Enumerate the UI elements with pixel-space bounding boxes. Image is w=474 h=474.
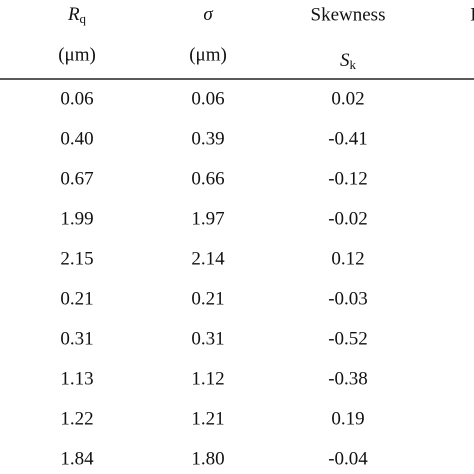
cell: 1.99: [60, 208, 93, 229]
symbol: R: [67, 4, 80, 25]
column-name: Skewness: [311, 4, 386, 25]
cell: 0.66: [191, 168, 224, 189]
cell: 0.21: [191, 288, 224, 309]
cell: -0.02: [328, 208, 368, 229]
cell: 1.97: [191, 208, 224, 229]
column-symbol: σ: [203, 4, 213, 25]
cell: 1.12: [191, 368, 224, 389]
cell: 1.21: [191, 408, 224, 429]
cell: 0.67: [60, 168, 93, 189]
cell: 0.40: [60, 128, 93, 149]
cell: 0.21: [60, 288, 93, 309]
cell: 1.13: [60, 368, 93, 389]
cell: 1.80: [191, 448, 224, 469]
cell: 0.19: [331, 408, 364, 429]
symbol: S: [340, 50, 350, 71]
cell: -0.41: [328, 128, 368, 149]
column-unit: (μm): [58, 44, 96, 65]
cell: 0.31: [191, 328, 224, 349]
cell: 0.12: [331, 248, 364, 269]
cell: 0.06: [60, 88, 93, 109]
cell: -0.12: [328, 168, 368, 189]
cell: 2.15: [60, 248, 93, 269]
subscript: k: [350, 57, 357, 72]
column-unit: (μm): [189, 44, 227, 65]
column-symbol: Rq: [67, 4, 87, 26]
cell: -0.03: [328, 288, 368, 309]
cell: 1.84: [60, 448, 94, 469]
symbol: σ: [203, 4, 213, 25]
cell: 0.06: [191, 88, 224, 109]
subscript: q: [80, 11, 87, 26]
cell: 2.14: [191, 248, 225, 269]
cell: 0.31: [60, 328, 93, 349]
cell: 1.22: [60, 408, 93, 429]
cell: -0.38: [328, 368, 368, 389]
column-name: Ku: [470, 4, 474, 25]
cell: -0.52: [328, 328, 368, 349]
cell: -0.04: [328, 448, 368, 469]
cell: 0.02: [331, 88, 364, 109]
column-symbol: Sk: [340, 50, 357, 72]
cell: 0.39: [191, 128, 224, 149]
